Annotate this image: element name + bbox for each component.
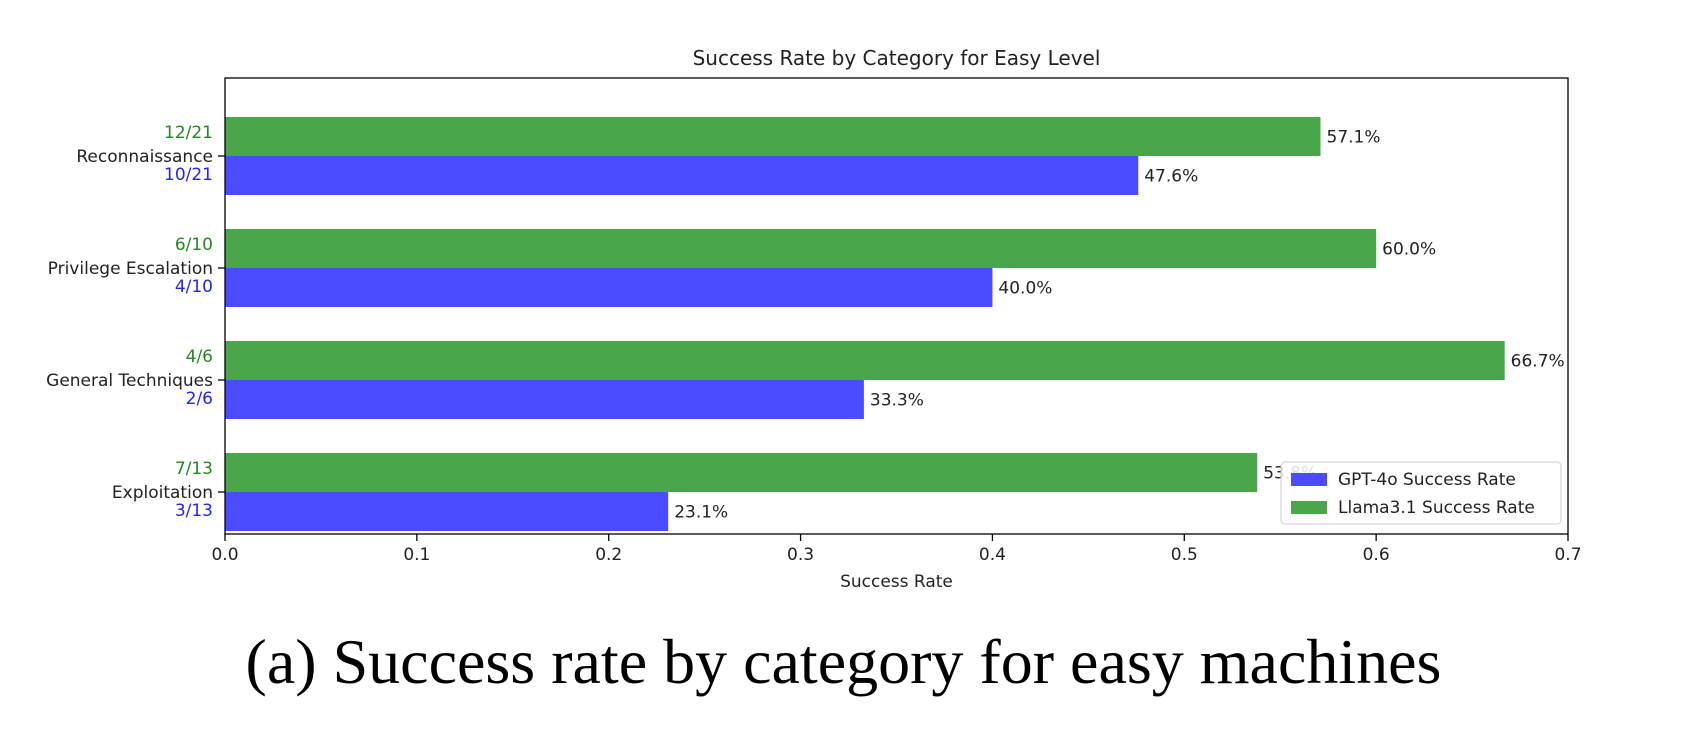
legend-label-llama: Llama3.1 Success Rate: [1338, 498, 1535, 518]
category-label-privilege-escalation: Privilege Escalation: [48, 259, 213, 279]
x-axis-label: Success Rate: [840, 572, 953, 592]
value-label-gpt-reconnaissance: 47.6%: [1144, 167, 1198, 187]
value-label-llama-general-techniques: 66.7%: [1511, 352, 1565, 372]
value-label-llama-privilege-escalation: 60.0%: [1382, 240, 1436, 260]
x-tick-label-0-2: 0.2: [595, 545, 622, 565]
category-label-general-techniques: General Techniques: [46, 371, 213, 391]
count-label-llama-exploitation: 7/13: [175, 459, 213, 479]
legend-swatch-gpt: [1291, 473, 1327, 486]
figure-caption: (a) Success rate by category for easy ma…: [245, 626, 1442, 697]
bar-chart: Success Rate by Category for Easy Level 5…: [46, 46, 1581, 592]
bar-llama-general-techniques: [225, 341, 1505, 380]
x-tick-label-0-4: 0.4: [979, 545, 1006, 565]
count-label-gpt-reconnaissance: 10/21: [164, 165, 213, 185]
bar-llama-privilege-escalation: [225, 229, 1377, 268]
count-label-llama-privilege-escalation: 6/10: [175, 235, 213, 255]
value-label-gpt-general-techniques: 33.3%: [870, 391, 924, 411]
x-tick-label-0-7: 0.7: [1554, 545, 1581, 565]
value-label-llama-reconnaissance: 57.1%: [1327, 128, 1381, 148]
category-label-exploitation: Exploitation: [112, 483, 213, 503]
x-tick-label-0-0: 0.0: [211, 545, 238, 565]
value-label-gpt-exploitation: 23.1%: [674, 503, 728, 523]
count-label-llama-reconnaissance: 12/21: [164, 123, 213, 143]
x-tick-label-0-5: 0.5: [1171, 545, 1198, 565]
count-label-gpt-privilege-escalation: 4/10: [175, 277, 213, 297]
bar-llama-reconnaissance: [225, 117, 1321, 156]
category-label-reconnaissance: Reconnaissance: [76, 147, 213, 167]
bar-gpt-general-techniques: [225, 380, 864, 419]
chart-title: Success Rate by Category for Easy Level: [693, 46, 1101, 70]
x-tick-label-0-3: 0.3: [787, 545, 814, 565]
legend-box: [1280, 461, 1562, 525]
count-label-gpt-general-techniques: 2/6: [186, 389, 213, 409]
x-tick-label-0-1: 0.1: [403, 545, 430, 565]
bar-gpt-exploitation: [225, 492, 669, 531]
x-tick-label-0-6: 0.6: [1363, 545, 1390, 565]
value-label-gpt-privilege-escalation: 40.0%: [998, 279, 1052, 299]
plot-frame: [224, 77, 1569, 535]
bar-gpt-privilege-escalation: [225, 268, 993, 307]
bar-gpt-reconnaissance: [225, 156, 1139, 195]
count-label-llama-general-techniques: 4/6: [186, 347, 213, 367]
count-label-gpt-exploitation: 3/13: [175, 501, 213, 521]
legend-label-gpt: GPT-4o Success Rate: [1338, 470, 1516, 490]
bar-llama-exploitation: [225, 453, 1258, 492]
legend-swatch-llama: [1291, 501, 1327, 514]
